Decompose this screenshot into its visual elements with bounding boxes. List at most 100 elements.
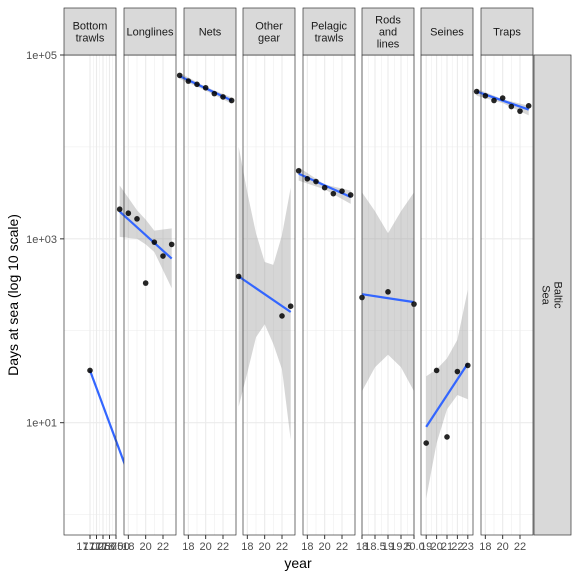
facet-label: Traps [493, 27, 521, 39]
y-tick-label: 1e+03 [26, 234, 57, 246]
data-point [423, 440, 430, 446]
x-axis-title: year [284, 555, 312, 571]
x-tick-label: 20 [200, 541, 212, 553]
data-point [482, 92, 489, 99]
x-tick-label: 18 [356, 541, 368, 553]
data-point [454, 368, 461, 375]
panel-background [303, 55, 355, 535]
data-point [385, 289, 391, 295]
data-point [517, 108, 523, 114]
x-tick-label: 17.25 [83, 541, 111, 553]
data-point [142, 280, 149, 286]
x-tick-label: 22 [217, 541, 229, 553]
data-point [347, 192, 354, 198]
data-point [321, 184, 328, 191]
panel-background [243, 55, 295, 535]
data-point [508, 103, 515, 110]
x-tick-label: 17.75 [96, 541, 124, 553]
x-tick-label: 22 [514, 541, 526, 553]
y-tick-label: 1e+01 [26, 418, 57, 430]
y-axis-title: Days at sea (log 10 scale) [5, 214, 21, 376]
data-point [151, 239, 158, 245]
x-tick-label: 18 [301, 541, 313, 553]
x-tick-label: 22 [276, 541, 288, 553]
facet-panel: Longlines 18 20 22 [116, 7, 177, 553]
data-point [116, 206, 123, 213]
x-tick-label: 18 [122, 541, 134, 553]
facet-strip [63, 7, 117, 56]
facet-label: Other gear [255, 21, 283, 45]
data-point [433, 367, 440, 374]
data-point [525, 103, 532, 109]
data-point [287, 303, 294, 310]
facet-label: Pelagic trawls [311, 21, 348, 45]
facet-label: Bottom trawls [73, 21, 108, 45]
row-strip [533, 54, 572, 536]
trend-line [238, 275, 292, 313]
x-tick-label: 23 [462, 541, 474, 553]
data-point [313, 178, 319, 185]
x-tick-label: 20 [497, 541, 509, 553]
data-point [176, 72, 183, 79]
data-point [211, 90, 218, 97]
x-tick-label: 18.00 [102, 541, 130, 553]
data-point [168, 241, 175, 248]
x-tick-label: 22 [336, 541, 348, 553]
x-tick-label: 18 [479, 541, 491, 553]
data-point [134, 216, 140, 222]
facet-strip [420, 7, 474, 56]
x-tick-label: 20 [259, 541, 271, 553]
facet-strip [480, 7, 534, 56]
trend-line [118, 210, 173, 260]
facet-label: Seines [430, 27, 464, 39]
facet-panel: Nets 18 20 22 [176, 7, 237, 553]
data-point [295, 167, 302, 174]
data-point [279, 313, 285, 319]
facet-label: Rods and lines [375, 15, 401, 51]
y-tick-label: 1e+05 [26, 50, 57, 62]
x-tick-label: 20.0 [403, 541, 424, 553]
facet-panel: Pelagic trawls 18 20 22 [295, 7, 356, 553]
data-point [491, 97, 497, 104]
facet-strip [183, 7, 237, 56]
data-point [185, 78, 192, 84]
x-tick-label: 18.5 [364, 541, 385, 553]
x-tick-label: 19 [420, 541, 432, 553]
trend-line [425, 362, 469, 428]
data-point [194, 81, 200, 88]
data-point [473, 88, 480, 95]
x-tick-label: 18 [182, 541, 194, 553]
data-point [235, 273, 242, 280]
data-point [125, 210, 132, 217]
x-tick-label: 18 [241, 541, 253, 553]
x-tick-label: 19.5 [390, 541, 411, 553]
facet-strip [361, 7, 415, 56]
data-point [304, 175, 311, 182]
facet-strip [242, 7, 296, 56]
data-point [160, 253, 166, 259]
row-strip-label: BalticSea [540, 282, 564, 309]
data-point [228, 97, 235, 104]
x-tick-label: 21 [441, 541, 453, 553]
confidence-ribbon [119, 185, 172, 289]
trend-line [361, 293, 415, 304]
facet-label: Longlines [126, 27, 174, 39]
facet-panel: Other gear 18 20 22 [235, 7, 296, 553]
x-tick-label: 20 [430, 541, 442, 553]
facet-strip [123, 7, 177, 56]
facet-label: Nets [199, 27, 222, 39]
x-tick-label: 22 [451, 541, 463, 553]
panel-background [124, 55, 176, 535]
data-point [444, 434, 450, 440]
panel-background [184, 55, 236, 535]
data-point [87, 367, 93, 374]
x-tick-label: 20 [140, 541, 152, 553]
x-tick-label: 17.00 [76, 541, 104, 553]
data-point [499, 95, 506, 101]
data-point [220, 94, 226, 100]
x-tick-label: 22 [157, 541, 169, 553]
data-point [339, 188, 345, 194]
